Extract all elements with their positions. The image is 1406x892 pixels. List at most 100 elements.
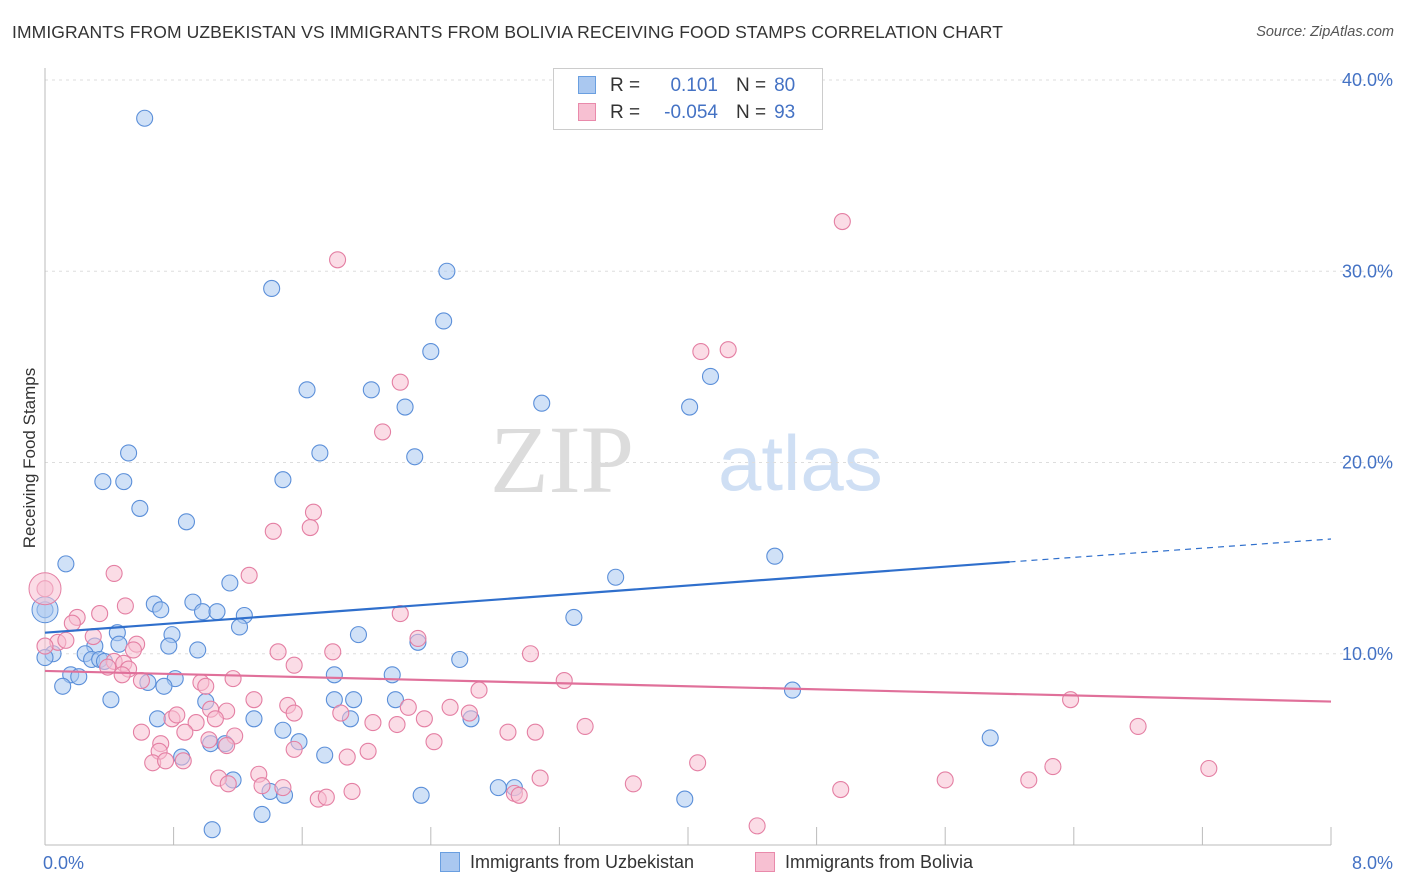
data-point-bolivia (187, 714, 205, 732)
watermark-zip: ZIP (490, 406, 634, 513)
bottom-legend-swatch-bolivia (755, 852, 775, 872)
data-point-uzbekistan (435, 312, 453, 330)
data-point-bolivia (124, 641, 142, 659)
data-point-bolivia (338, 748, 356, 766)
data-point-bolivia (374, 423, 392, 441)
data-point-uzbekistan (298, 381, 316, 399)
legend-row-uzbekistan: R = 0.101 N = 80 (578, 75, 795, 99)
data-point-bolivia (415, 710, 433, 728)
data-point-uzbekistan (783, 681, 802, 699)
legend-swatch-uzbekistan (578, 76, 596, 94)
data-point-uzbekistan (386, 691, 404, 709)
data-point-uzbekistan (274, 471, 292, 489)
data-point-uzbekistan (263, 279, 281, 298)
data-point-uzbekistan (438, 262, 456, 280)
data-point-bolivia (264, 522, 282, 540)
data-point-bolivia (359, 742, 377, 760)
legend-r-value: 0.101 (670, 75, 718, 96)
data-point-bolivia (168, 706, 186, 724)
data-point-bolivia (57, 631, 75, 649)
data-point-bolivia (555, 671, 573, 690)
data-point-bolivia (748, 817, 766, 835)
data-point-uzbekistan (412, 786, 430, 804)
trend-lines (44, 538, 1332, 703)
data-point-bolivia (510, 786, 528, 804)
legend-n-value: 93 (774, 102, 796, 123)
data-point-uzbekistan (57, 555, 75, 573)
data-point-bolivia (1200, 759, 1218, 778)
data-point-bolivia (343, 782, 361, 801)
data-point-uzbekistan (701, 367, 720, 385)
data-point-bolivia (833, 212, 851, 231)
data-point-bolivia (116, 597, 134, 615)
legend-n-label: N = (736, 102, 767, 123)
legend-r-label: R = (610, 75, 641, 96)
data-point-uzbekistan (230, 618, 249, 636)
data-point-bolivia (1020, 771, 1038, 789)
data-point-uzbekistan (177, 513, 196, 531)
y-tick-label: 10.0% (1342, 644, 1393, 664)
data-point-bolivia (329, 251, 347, 269)
data-point-bolivia (689, 754, 707, 772)
data-point-bolivia (388, 715, 406, 734)
data-point-bolivia (99, 658, 117, 676)
data-point-uzbekistan (245, 710, 263, 728)
bottom-legend-swatch-uzbekistan (440, 852, 460, 872)
data-point-uzbekistan (325, 666, 343, 684)
data-point-uzbekistan (451, 650, 469, 669)
data-point-bolivia (174, 752, 192, 770)
data-point-bolivia (36, 637, 54, 655)
data-point-uzbekistan (406, 448, 424, 466)
data-point-uzbekistan (345, 691, 363, 709)
bottom-legend-label-uzbekistan: Immigrants from Uzbekistan (470, 852, 695, 872)
data-point-bolivia (84, 627, 102, 646)
correlation-legend: R = 0.101 N = 80 R = -0.054 N = 93 (553, 68, 823, 130)
legend-swatch-bolivia (578, 103, 596, 121)
y-tick-label: 20.0% (1342, 453, 1393, 473)
data-point-bolivia (206, 710, 224, 728)
data-point-uzbekistan (489, 779, 507, 797)
data-point-bolivia (531, 769, 549, 787)
legend-row-bolivia: R = -0.054 N = 93 (578, 102, 795, 126)
data-point-bolivia (460, 704, 478, 722)
data-point-bolivia (105, 564, 123, 582)
data-point-bolivia (219, 775, 237, 793)
y-axis-label: Receiving Food Stamps (20, 368, 39, 548)
data-point-uzbekistan (193, 603, 212, 621)
data-point-bolivia (285, 740, 303, 758)
data-point-uzbekistan (54, 677, 72, 695)
data-point-uzbekistan (607, 568, 625, 586)
data-point-uzbekistan (274, 721, 292, 739)
data-point-uzbekistan (316, 746, 334, 764)
trendline-uzbekistan-extension (1009, 538, 1332, 563)
data-point-bolivia (274, 779, 292, 797)
data-point-bolivia (245, 691, 263, 709)
legend-n-label: N = (736, 75, 767, 96)
bottom-legend-bolivia: Immigrants from Bolivia (755, 852, 973, 873)
trendline-bolivia (44, 669, 1332, 703)
data-point-uzbekistan (422, 343, 440, 361)
x-tick-label: 0.0% (43, 853, 84, 873)
data-point-bolivia (332, 704, 350, 722)
x-tick-labels: 0.0% 8.0% (43, 853, 1393, 873)
legend-r-value: -0.054 (664, 102, 718, 123)
source-label: Source: ZipAtlas.com (1256, 24, 1394, 40)
data-point-bolivia (113, 666, 131, 684)
trendline-uzbekistan (44, 560, 1010, 634)
data-point-bolivia (132, 671, 150, 690)
data-point-uzbekistan (189, 641, 207, 659)
legend-n-value: 80 (774, 75, 796, 96)
data-point-bolivia (197, 677, 215, 695)
data-point-uzbekistan (152, 601, 170, 619)
legend-r-label: R = (610, 102, 641, 123)
bottom-legend-uzbekistan: Immigrants from Uzbekistan (440, 852, 694, 873)
watermark: ZIP atlas (490, 406, 883, 513)
data-point-bolivia (521, 645, 540, 663)
data-point-uzbekistan (102, 691, 120, 709)
data-point-bolivia (200, 731, 218, 749)
data-point-uzbekistan (120, 444, 138, 462)
data-point-uzbekistan (221, 574, 239, 592)
data-point-bolivia (132, 723, 150, 741)
data-point-bolivia (499, 723, 517, 741)
